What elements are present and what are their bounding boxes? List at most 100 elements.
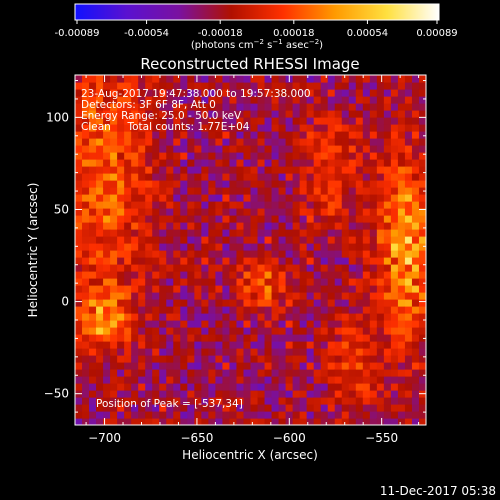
heatmap-cell [383,264,392,272]
heatmap-cell [426,320,434,328]
heatmap-cell [110,187,118,195]
heatmap-cell [173,173,181,181]
heatmap-cell [313,257,322,265]
heatmap-cell [89,250,97,258]
heatmap-cell [278,82,287,90]
heatmap-cell [355,243,364,251]
heatmap-cell [236,418,245,425]
heatmap-cell [194,236,202,244]
heatmap-cell [411,180,420,188]
heatmap-cell [348,292,357,300]
heatmap-cell [278,250,287,258]
heatmap-cell [159,180,167,188]
heatmap-cell [362,89,371,97]
heatmap-cell [348,397,357,405]
heatmap-cell [327,75,336,83]
heatmap-cell [159,166,167,174]
heatmap-cell [426,404,434,412]
heatmap-cell [320,229,329,237]
heatmap-cell [390,320,399,328]
heatmap-cell [397,306,406,314]
heatmap-cell [341,152,350,160]
heatmap-cell [271,208,280,216]
heatmap-cell [180,194,188,202]
heatmap-cell [229,411,238,419]
heatmap-cell [418,292,426,300]
heatmap-cell [89,75,97,76]
heatmap-cell [264,397,273,405]
heatmap-cell [138,397,146,405]
heatmap-cell [320,138,329,146]
heatmap-cell [327,341,336,349]
heatmap-cell [285,271,294,279]
heatmap-cell [418,341,426,349]
heatmap-cell [194,411,202,419]
heatmap-cell [334,96,343,104]
heatmap-cell [250,194,259,202]
heatmap-cell [208,152,216,160]
heatmap-cell [369,138,378,146]
heatmap-cell [390,390,399,398]
colorbar-tick-label: 0.00089 [416,28,457,39]
heatmap-cell [411,159,420,167]
heatmap-cell [383,257,392,265]
heatmap-cell [152,117,160,125]
heatmap-cell [82,222,90,230]
heatmap-cell [201,145,209,153]
heatmap-cell [404,159,413,167]
heatmap-cell [152,89,160,97]
heatmap-cell [180,292,188,300]
heatmap-cell [355,103,364,111]
heatmap-cell [131,82,139,90]
heatmap-cell [362,166,371,174]
heatmap-cell [404,411,413,419]
heatmap-cell [180,229,188,237]
heatmap-cell [418,362,426,370]
heatmap-cell [411,124,420,132]
heatmap-cell [222,397,231,405]
heatmap-cell [145,89,153,97]
heatmap-cell [348,369,357,377]
heatmap-cell [131,411,139,419]
heatmap-cell [222,173,231,181]
heatmap-cell [173,187,181,195]
heatmap-cell [152,278,160,286]
heatmap-cell [257,215,266,223]
heatmap-cell [426,292,434,300]
heatmap-cell [89,397,97,405]
heatmap-cell [131,285,139,293]
heatmap-cell [110,334,118,342]
heatmap-cell [418,285,426,293]
heatmap-cell [404,306,413,314]
heatmap-cell [194,257,202,265]
heatmap-cell [236,264,245,272]
heatmap-cell [369,229,378,237]
heatmap-cell [271,341,280,349]
heatmap-cell [236,390,245,398]
heatmap-cell [222,285,231,293]
heatmap-cell [334,369,343,377]
heatmap-cell [334,264,343,272]
heatmap-cell [341,236,350,244]
heatmap-cell [278,201,287,209]
heatmap-cell [369,362,378,370]
heatmap-cell [369,166,378,174]
heatmap-cell [194,320,202,328]
heatmap-cell [264,250,273,258]
heatmap-cell [173,229,181,237]
heatmap-cell [404,194,413,202]
heatmap-cell [404,257,413,265]
heatmap-cell [362,159,371,167]
heatmap-cell [222,418,231,425]
heatmap-cell [180,173,188,181]
heatmap-cell [96,180,104,188]
heatmap-cell [426,306,434,314]
heatmap-cell [243,250,252,258]
heatmap-cell [110,285,118,293]
heatmap-cell [208,180,216,188]
heatmap-cell [334,187,343,195]
heatmap-cell [404,110,413,118]
heatmap-cell [390,306,399,314]
heatmap-cell [138,418,146,425]
heatmap-cell [257,327,266,335]
